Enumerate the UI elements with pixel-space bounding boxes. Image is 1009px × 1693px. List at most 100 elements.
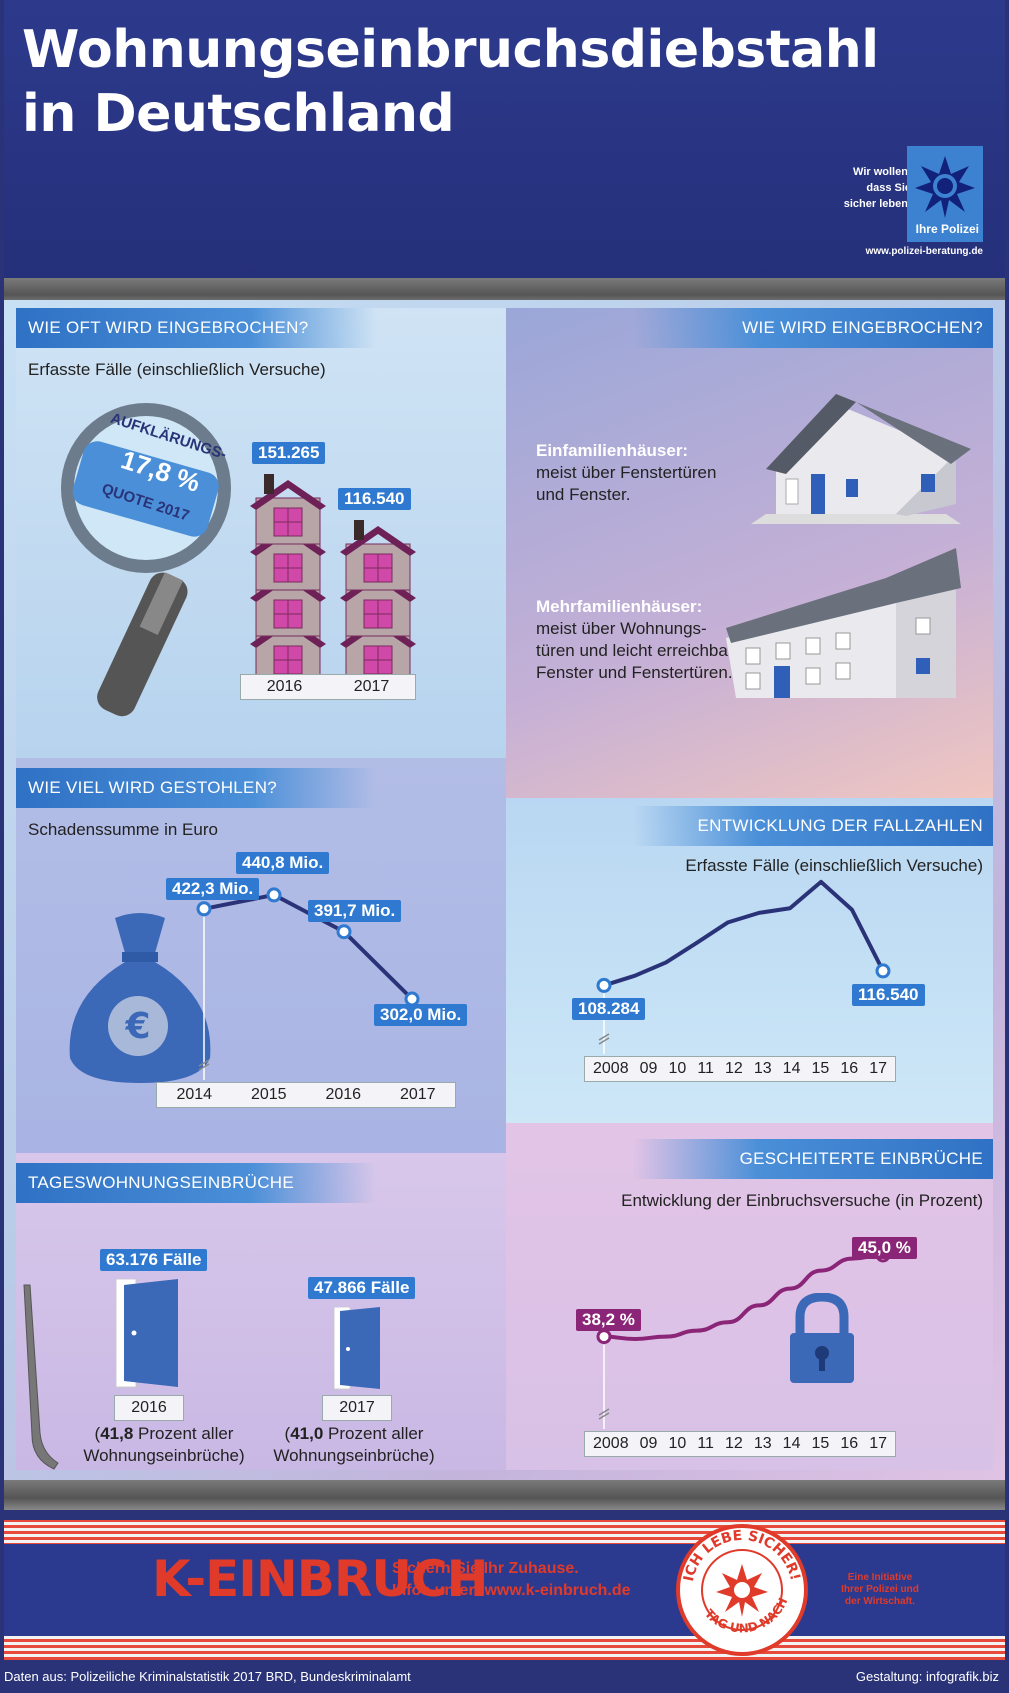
initiative-line: Eine Initiative [847,1572,913,1583]
failed-line-chart [596,1247,891,1429]
police-slogan-line: sicher leben. [843,198,911,210]
initiative-note: Eine Initiative Ihrer Polizei und der Wi… [832,1572,928,1608]
initiative-line: der Wirtschaft. [845,1596,915,1607]
footer-slogan: Sichern Sie Ihr Zuhause. [392,1560,579,1577]
failed-start-label: 38,2 % [576,1309,641,1331]
tick-label: 2016 [325,1086,362,1103]
subtitle-failed: Entwicklung der Einbruchsversuche (in Pr… [621,1191,983,1210]
tick-label: 2016 [131,1399,167,1416]
development-start-label: 108.284 [572,998,646,1020]
svg-text:€: € [124,1006,150,1047]
development-axis: 2008 09 10 11 12 13 14 15 16 17 [584,1056,896,1082]
header: Wohnungseinbruchsdiebstahl in Deutschlan… [4,0,1005,280]
development-start-point [596,977,612,993]
damage-point [336,924,352,940]
seal-text: ICH LEBE SICHER! TAG UND NACHT! [674,1522,803,1635]
daytime-note-2017: (41,0 Prozent aller Wohnungseinbrüche) [273,1424,435,1465]
daytime-text: Wohnungseinbrüche) [83,1446,245,1465]
development-series-line [603,879,885,988]
tick-label: 2016 [266,678,303,695]
cases-label-2016: 151.265 [252,442,326,464]
axis-break-mark [198,1063,210,1071]
police-name: Ihre Polizei [915,222,979,236]
tick-label: 15 [811,1435,830,1452]
tick-label: 2017 [339,1399,375,1416]
daytime-year-2017-box: 2017 [322,1395,392,1421]
page-title-line1: Wohnungseinbruchsdiebstahl [22,20,879,80]
tick-label: 12 [724,1060,743,1077]
tick-label: 14 [782,1435,801,1452]
multi-family-house-icon [726,548,961,698]
damage-axis: 2014 2015 2016 2017 [156,1082,456,1108]
seal-icon [676,1524,808,1656]
cases-house-chart [250,474,416,683]
heading-how: WIE WIRD EINGEBROCHEN? [633,308,993,348]
failed-axis: 2008 09 10 11 12 13 14 15 16 17 [584,1431,896,1457]
tick-label: 10 [668,1435,687,1452]
panel-stolen: WIE VIEL WIRD GESTOHLEN? Schadenssumme i… [16,758,506,1153]
panel-failed: GESCHEITERTE EINBRÜCHE Entwicklung der E… [506,1123,993,1470]
daytime-pct-2016: 41,8 [100,1424,134,1443]
axis-break-mark [598,1037,610,1045]
panel-development: ENTWICKLUNG DER FALLZAHLEN Erfasste Fäll… [506,798,993,1123]
heading-how-often: WIE OFT WIRD EINGEBROCHEN? [16,308,376,348]
multi-family-line: Fenster und Fenstertüren. [536,663,733,682]
padlock-icon [790,1293,854,1383]
tick-label: 11 [697,1435,714,1452]
design-credit: Gestaltung: infografik.biz [855,1669,999,1684]
single-family-house-icon [751,394,971,524]
heading-failed: GESCHEITERTE EINBRÜCHE [633,1139,993,1179]
heading-stolen: WIE VIEL WIRD GESTOHLEN? [16,768,376,808]
crowbar-icon [23,1284,59,1470]
damage-label-2016: 391,7 Mio. [308,900,402,922]
axis-break-mark [198,1059,210,1067]
daytime-text: Prozent aller [328,1424,424,1443]
svg-text:ICH LEBE SICHER!: ICH LEBE SICHER! [681,1528,803,1583]
police-logo: Wir wollen, dass Sie sicher leben. Ihre … [843,146,983,242]
cases-axis: 2016 2017 [240,674,416,700]
house-stack-bar [250,474,326,683]
tick-label: 11 [697,1060,714,1077]
door-icon-2017 [334,1307,380,1390]
subtitle-stolen: Schadenssumme in Euro [28,820,218,839]
panel-how: WIE WIRD EINGEBROCHEN? Einfamilienhäuser… [506,308,993,798]
tick-label: 2017 [399,1086,436,1103]
single-family-note: Einfamilienhäuser: meist über Fenstertür… [536,440,716,506]
panel-daytime: TAGESWOHNUNGSEINBRÜCHE 63.176 Fälle 2016… [16,1153,506,1470]
cases-label-2017: 116.540 [338,488,411,510]
failed-start-point [596,1329,612,1345]
panel-how-often: WIE OFT WIRD EINGEBROCHEN? Erfasste Fäll… [16,308,506,758]
tick-label: 13 [753,1435,772,1452]
tick-label: 16 [840,1060,859,1077]
content-area: WIE OFT WIRD EINGEBROCHEN? Erfasste Fäll… [4,300,1005,1480]
tick-label: 13 [753,1060,772,1077]
tick-label: 2008 [593,1060,629,1077]
axis-break-mark [598,1412,610,1420]
tick-label: 2014 [176,1086,213,1103]
daytime-label-2017: 47.866 Fälle [308,1277,416,1299]
failed-end-label: 45,0 % [852,1237,917,1259]
page-title-line2: in Deutschland [22,84,455,144]
daytime-text: Wohnungseinbrüche) [273,1446,435,1465]
daytime-year-2016-box: 2016 [114,1395,184,1421]
single-family-line: meist über Fenstertüren [536,463,717,482]
tick-label: 17 [869,1435,887,1452]
divider-bar [4,1480,1005,1510]
single-family-title: Einfamilienhäuser: [536,441,689,460]
credits-bar: Daten aus: Polizeiliche Kriminalstatisti… [4,1664,1005,1693]
multi-family-line: türen und leicht erreichbare [536,641,743,660]
tick-label: 16 [840,1435,859,1452]
tick-label: 09 [639,1435,658,1452]
tick-label: 2008 [593,1435,629,1452]
daytime-note-2016: (41,8 Prozent aller Wohnungseinbrüche) [83,1424,245,1465]
police-url: www.polizei-beratung.de [865,246,983,257]
tick-label: 2015 [250,1086,287,1103]
footer-info: Infos unter: www.k-einbruch.de [392,1582,631,1599]
house-stack-bar [340,520,416,683]
daytime-text: Prozent aller [138,1424,234,1443]
development-end-point [875,963,891,979]
daytime-pct-2017: 41,0 [290,1424,324,1443]
subtitle-how-often: Erfasste Fälle (einschließlich Versuche) [28,360,326,379]
money-bag-icon: € [69,913,211,1083]
damage-point [196,901,212,917]
